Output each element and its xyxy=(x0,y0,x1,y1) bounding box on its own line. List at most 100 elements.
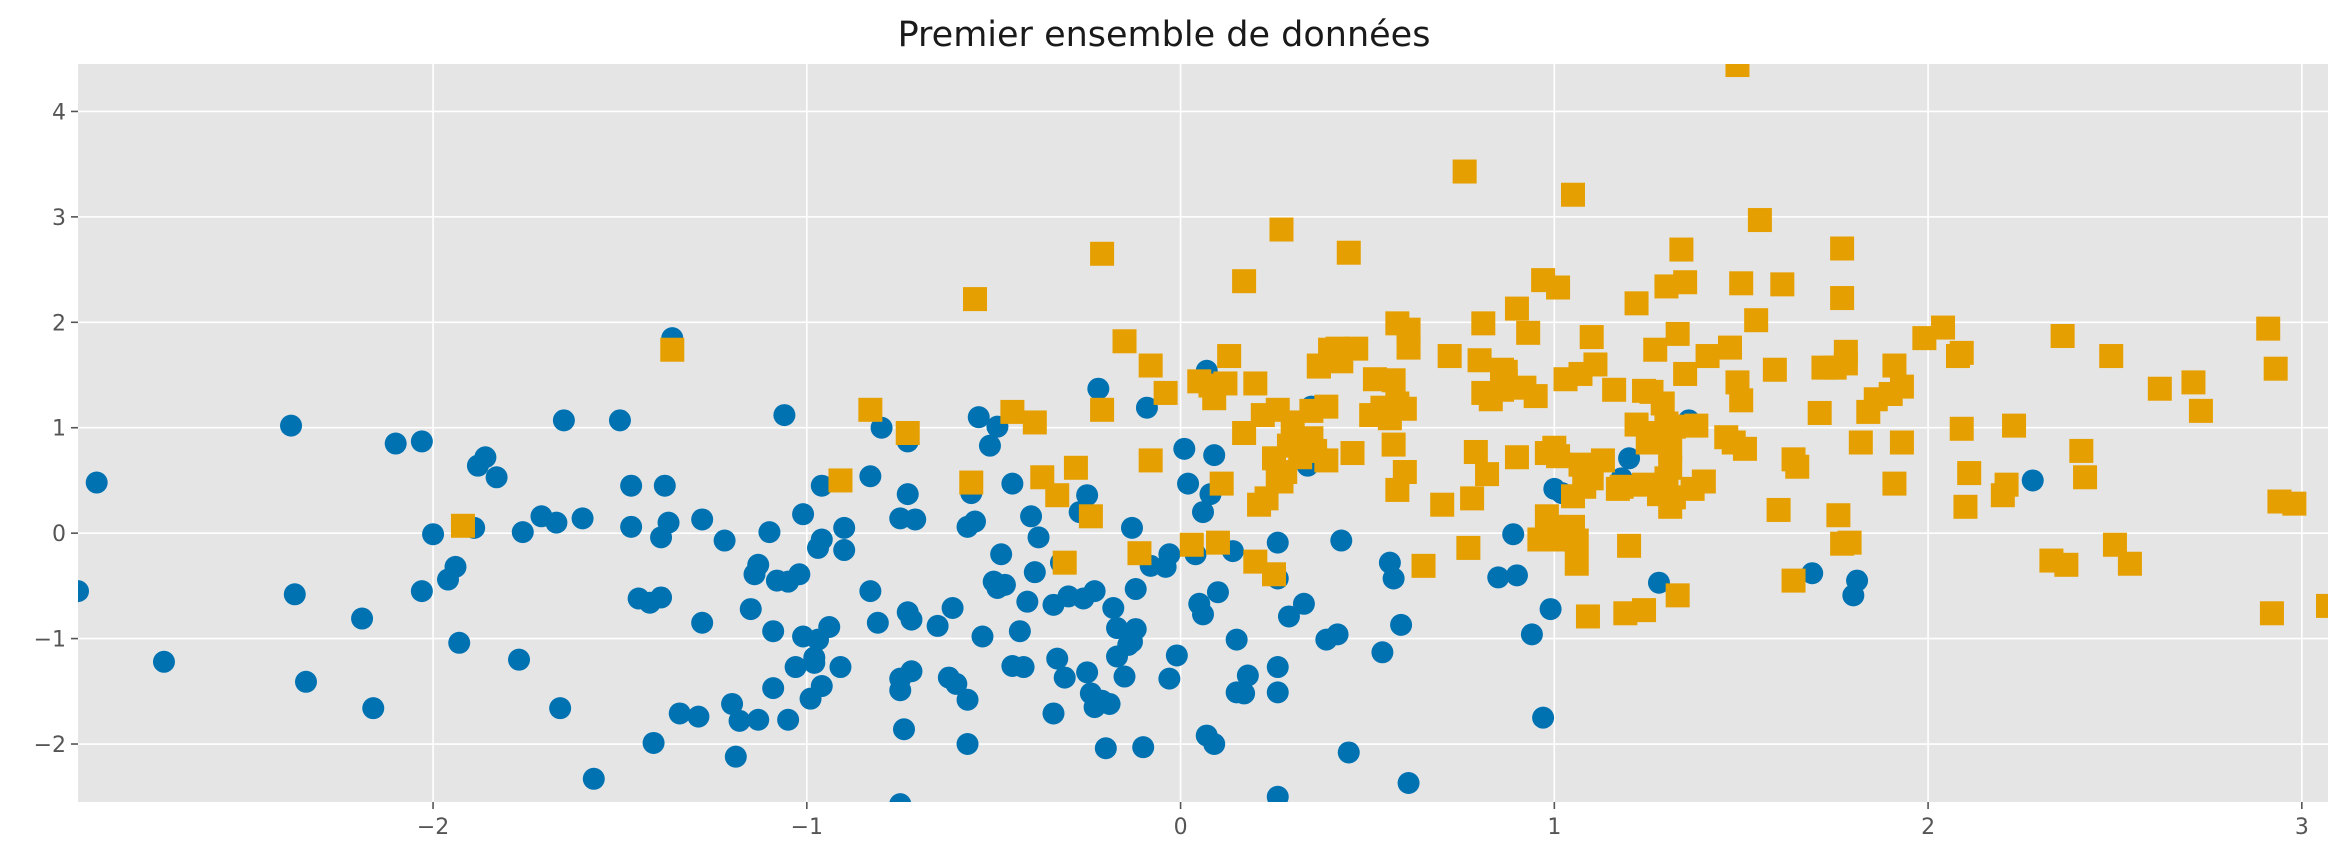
square-point xyxy=(1090,397,1115,422)
circle-point xyxy=(1177,472,1200,495)
square-point xyxy=(1523,384,1548,409)
circle-point xyxy=(1023,561,1046,584)
square-point xyxy=(1658,436,1683,461)
square-point xyxy=(1090,241,1115,266)
square-point xyxy=(1314,448,1339,473)
square-point xyxy=(1504,296,1529,321)
circle-point xyxy=(1203,444,1226,467)
square-point xyxy=(1889,374,1914,399)
circle-point xyxy=(362,697,385,720)
square-point xyxy=(1504,445,1529,470)
square-point xyxy=(1314,394,1339,419)
square-point xyxy=(1643,337,1668,362)
square-point xyxy=(1392,460,1417,485)
circle-point xyxy=(1326,623,1349,646)
square-point xyxy=(1564,528,1589,553)
circle-point xyxy=(1124,578,1147,601)
square-point xyxy=(1583,352,1608,377)
circle-point xyxy=(444,555,467,578)
y-tick-label: −1 xyxy=(34,628,66,653)
circle-point xyxy=(1266,531,1289,554)
square-point xyxy=(1729,271,1754,296)
circle-point xyxy=(1076,661,1099,684)
circle-point xyxy=(1165,644,1188,667)
square-point xyxy=(1770,272,1795,297)
circle-point xyxy=(866,611,889,634)
square-point xyxy=(1957,461,1982,486)
square-point xyxy=(1052,550,1077,575)
square-point xyxy=(1889,430,1914,455)
circle-point xyxy=(1012,656,1035,679)
square-point xyxy=(1561,182,1586,207)
circle-point xyxy=(773,404,796,427)
circle-point xyxy=(1158,543,1181,566)
square-point xyxy=(1078,504,1103,529)
square-point xyxy=(1456,535,1481,560)
square-point xyxy=(1725,64,1750,78)
circle-point xyxy=(1539,598,1562,621)
square-point xyxy=(1045,483,1070,508)
square-point xyxy=(1617,533,1642,558)
circle-point xyxy=(351,607,374,630)
circle-point xyxy=(1277,605,1300,628)
square-point xyxy=(2099,344,2124,369)
square-point xyxy=(1766,497,1791,522)
circle-point xyxy=(956,688,979,711)
data-points xyxy=(78,64,2328,802)
square-point xyxy=(1953,494,1978,519)
circle-point xyxy=(1120,516,1143,539)
square-point xyxy=(1590,448,1615,473)
circle-point xyxy=(1337,741,1360,764)
square-point xyxy=(1882,353,1907,378)
circle-point xyxy=(448,631,471,654)
circle-point xyxy=(758,521,781,544)
square-point xyxy=(1785,454,1810,479)
circle-point xyxy=(818,615,841,638)
circle-point xyxy=(747,708,770,731)
axis-ticks: −2 −1 0 1 2 3 −2 −1 0 1 2 3 4 xyxy=(34,100,2309,840)
square-point xyxy=(2282,491,2307,516)
square-point xyxy=(2002,413,2027,438)
y-tick-label: 4 xyxy=(52,100,66,125)
circle-point xyxy=(422,523,445,546)
circle-point xyxy=(1236,664,1259,687)
circle-point xyxy=(990,543,1013,566)
square-point xyxy=(1463,439,1488,464)
circle-point xyxy=(870,416,893,439)
square-point xyxy=(1729,388,1754,413)
circle-point xyxy=(1292,592,1315,615)
circle-point xyxy=(549,697,572,720)
circle-point xyxy=(829,656,852,679)
circle-point xyxy=(283,583,306,606)
circle-point xyxy=(691,508,714,531)
square-point xyxy=(1452,159,1477,184)
square-point xyxy=(2259,601,2284,626)
square-point xyxy=(2054,552,2079,577)
circle-point xyxy=(1801,562,1824,585)
circle-point xyxy=(945,672,968,695)
circle-point xyxy=(810,528,833,551)
square-point xyxy=(2188,398,2213,423)
circle-point xyxy=(650,586,673,609)
circle-point xyxy=(653,474,676,497)
circle-point xyxy=(1094,737,1117,760)
square-point xyxy=(1624,291,1649,316)
square-point xyxy=(1243,371,1268,396)
circle-point xyxy=(1001,472,1024,495)
circle-point xyxy=(810,474,833,497)
circle-point xyxy=(1192,603,1214,626)
circle-point xyxy=(833,539,856,562)
square-point xyxy=(1437,344,1462,369)
square-point xyxy=(1830,236,1855,261)
circle-point xyxy=(1102,597,1125,620)
circle-point xyxy=(152,650,175,673)
square-point xyxy=(1994,472,2019,497)
circle-point xyxy=(762,620,785,643)
square-point xyxy=(1833,351,1858,376)
square-point xyxy=(1205,530,1230,555)
circle-point xyxy=(78,580,89,603)
square-point xyxy=(1717,335,1742,360)
circle-point xyxy=(608,409,631,432)
square-point xyxy=(2050,324,2075,349)
square-point xyxy=(1217,344,1242,369)
